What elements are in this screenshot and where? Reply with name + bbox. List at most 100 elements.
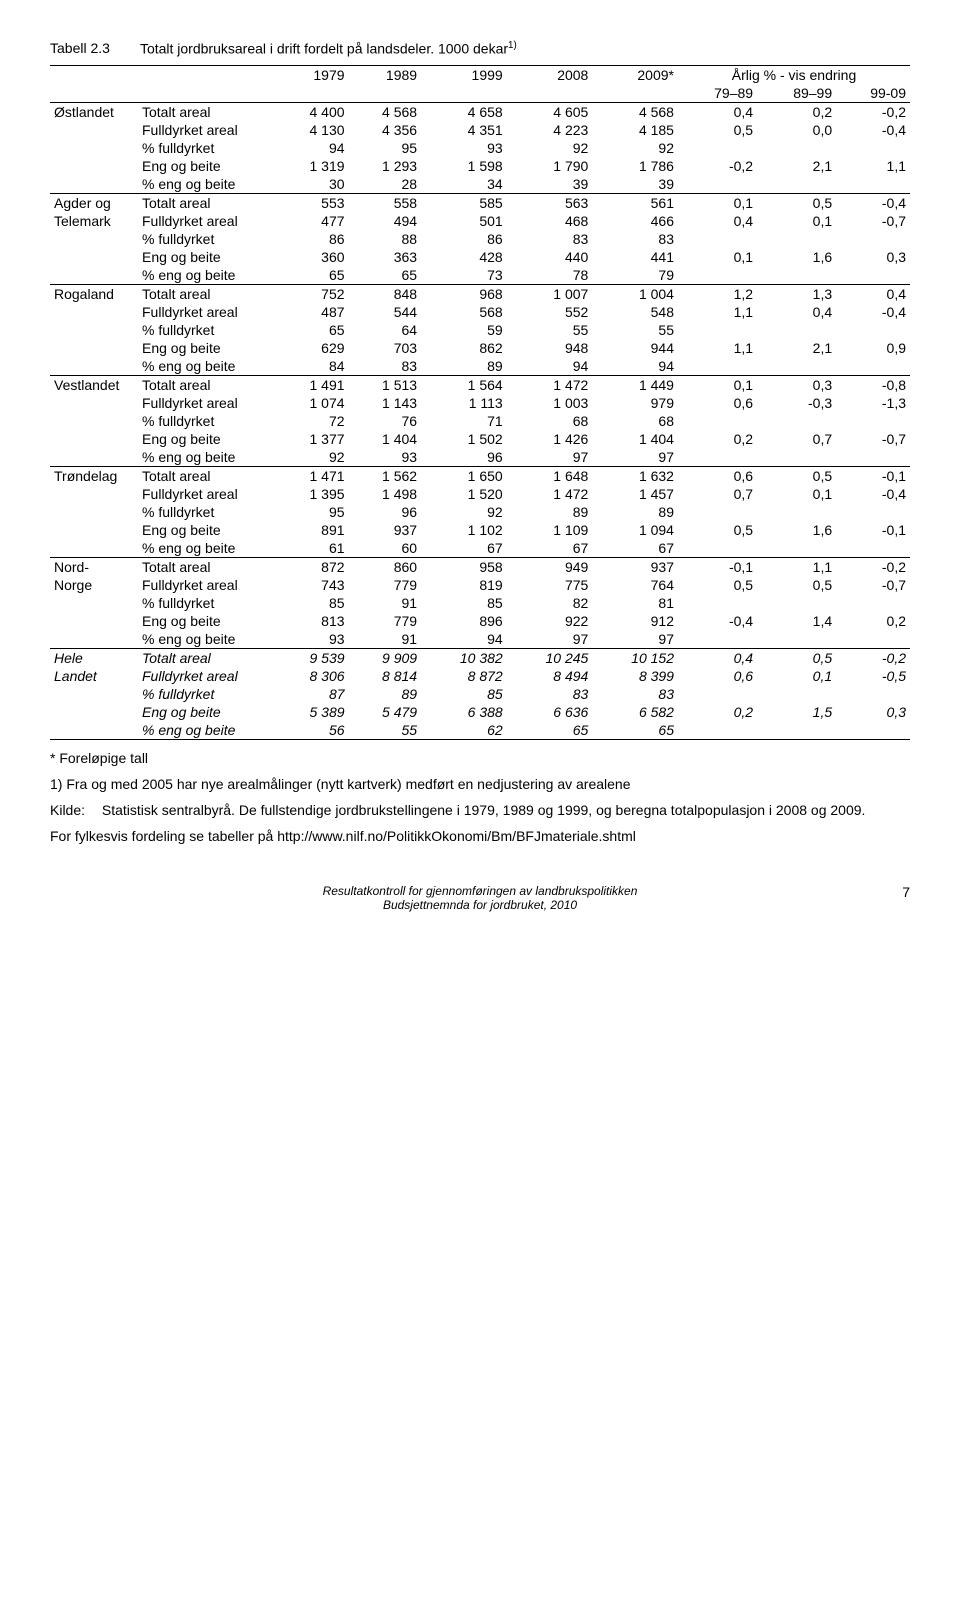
delta-cell	[757, 266, 836, 285]
value-cell: 83	[507, 230, 593, 248]
table-row: % fulldyrket8688868383	[50, 230, 910, 248]
value-cell: 65	[276, 266, 349, 285]
delta-cell: 0,1	[678, 248, 757, 266]
delta-cell	[678, 503, 757, 521]
value-cell: 1 109	[507, 521, 593, 539]
value-cell: 1 513	[349, 375, 422, 394]
delta-cell	[757, 594, 836, 612]
metric-cell: Fulldyrket areal	[138, 576, 276, 594]
value-cell: 76	[349, 412, 422, 430]
table-row: % fulldyrket7276716868	[50, 412, 910, 430]
value-cell: 65	[592, 721, 678, 740]
value-cell: 891	[276, 521, 349, 539]
metric-cell: Fulldyrket areal	[138, 121, 276, 139]
value-cell: 552	[507, 303, 593, 321]
metric-cell: Totalt areal	[138, 102, 276, 121]
table-row: ØstlandetTotalt areal4 4004 5684 6584 60…	[50, 102, 910, 121]
value-cell: 92	[421, 503, 507, 521]
metric-cell: % fulldyrket	[138, 412, 276, 430]
value-cell: 1 404	[592, 430, 678, 448]
region-cell	[50, 121, 138, 139]
value-cell: 94	[421, 630, 507, 649]
delta-cell: 0,7	[678, 485, 757, 503]
delta-cell: 0,4	[757, 303, 836, 321]
region-cell	[50, 139, 138, 157]
delta-cell: -0,1	[836, 466, 910, 485]
value-cell: 819	[421, 576, 507, 594]
metric-cell: % eng og beite	[138, 539, 276, 558]
value-cell: 764	[592, 576, 678, 594]
metric-cell: % fulldyrket	[138, 321, 276, 339]
delta-cell	[836, 175, 910, 194]
value-cell: 61	[276, 539, 349, 558]
region-cell	[50, 630, 138, 649]
value-cell: 1 143	[349, 394, 422, 412]
region-cell: Østlandet	[50, 102, 138, 121]
table-row: Eng og beite3603634284404410,11,60,3	[50, 248, 910, 266]
region-cell	[50, 703, 138, 721]
delta-cell	[836, 594, 910, 612]
value-cell: 81	[592, 594, 678, 612]
metric-cell: Eng og beite	[138, 248, 276, 266]
region-cell: Landet	[50, 667, 138, 685]
region-cell	[50, 539, 138, 558]
link-note: For fylkesvis fordeling se tabeller på h…	[50, 828, 910, 844]
delta-cell: -0,4	[836, 485, 910, 503]
value-cell: 1 502	[421, 430, 507, 448]
table-row: TelemarkFulldyrket areal4774945014684660…	[50, 212, 910, 230]
delta-cell	[836, 448, 910, 467]
notes-section: * Foreløpige tall 1) Fra og med 2005 har…	[50, 750, 910, 844]
delta-cell: 0,3	[836, 248, 910, 266]
delta-cell	[836, 539, 910, 558]
value-cell: 8 494	[507, 667, 593, 685]
table-row: VestlandetTotalt areal1 4911 5131 5641 4…	[50, 375, 910, 394]
delta-cell	[757, 448, 836, 467]
delta-cell: 0,4	[678, 102, 757, 121]
footer-line-2: Budsjettnemnda for jordbruket, 2010	[50, 898, 910, 912]
metric-cell: % fulldyrket	[138, 503, 276, 521]
region-cell: Norge	[50, 576, 138, 594]
region-cell	[50, 612, 138, 630]
value-cell: 83	[507, 685, 593, 703]
region-cell: Trøndelag	[50, 466, 138, 485]
delta-cell: 0,9	[836, 339, 910, 357]
value-cell: 5 479	[349, 703, 422, 721]
region-cell	[50, 266, 138, 285]
value-cell: 8 872	[421, 667, 507, 685]
value-cell: 912	[592, 612, 678, 630]
value-cell: 813	[276, 612, 349, 630]
metric-cell: % eng og beite	[138, 630, 276, 649]
delta-cell	[757, 412, 836, 430]
delta-cell	[836, 630, 910, 649]
delta-cell: -0,2	[836, 648, 910, 667]
delta-cell	[836, 230, 910, 248]
value-cell: 441	[592, 248, 678, 266]
delta-cell	[836, 139, 910, 157]
delta-cell: 1,6	[757, 248, 836, 266]
value-cell: 6 582	[592, 703, 678, 721]
value-cell: 1 449	[592, 375, 678, 394]
value-cell: 94	[276, 139, 349, 157]
col-79-89: 79–89	[678, 84, 757, 103]
value-cell: 363	[349, 248, 422, 266]
metric-cell: % eng og beite	[138, 721, 276, 740]
col-2009: 2009*	[592, 65, 678, 84]
value-cell: 34	[421, 175, 507, 194]
table-row: Eng og beite1 3191 2931 5981 7901 786-0,…	[50, 157, 910, 175]
table-row: Eng og beite1 3771 4041 5021 4261 4040,2…	[50, 430, 910, 448]
col-pct-group: Årlig % - vis endring	[678, 65, 910, 84]
value-cell: 1 632	[592, 466, 678, 485]
value-cell: 1 562	[349, 466, 422, 485]
value-cell: 440	[507, 248, 593, 266]
table-row: Agder ogTotalt areal5535585855635610,10,…	[50, 193, 910, 212]
value-cell: 55	[349, 721, 422, 740]
delta-cell: 0,6	[678, 394, 757, 412]
table-title: Totalt jordbruksareal i drift fordelt på…	[140, 40, 517, 57]
delta-cell: 0,2	[836, 612, 910, 630]
delta-cell	[836, 357, 910, 376]
table-row: % fulldyrket9495939292	[50, 139, 910, 157]
metric-cell: % eng og beite	[138, 448, 276, 467]
col-99-09: 99-09	[836, 84, 910, 103]
value-cell: 428	[421, 248, 507, 266]
value-cell: 6 636	[507, 703, 593, 721]
